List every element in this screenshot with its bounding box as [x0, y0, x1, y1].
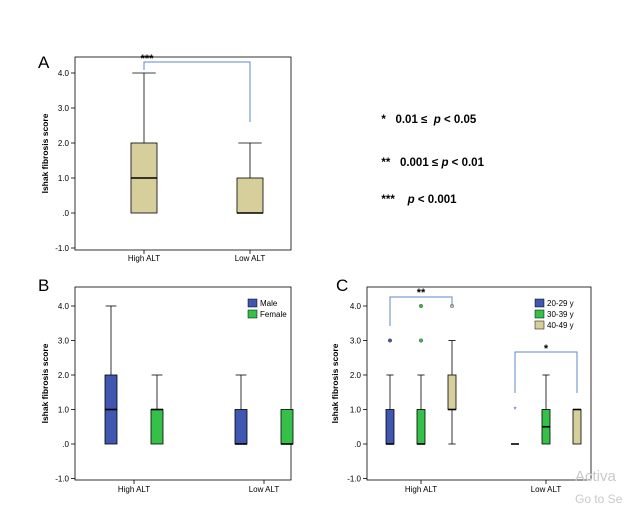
significance-bracket [143, 61, 251, 122]
note-text: 0.001 ≤ [399, 157, 439, 169]
y-tick-label: .0 [354, 440, 361, 449]
note-rest: < 0.001 [417, 194, 457, 206]
panel-letter: A [38, 53, 50, 72]
note-text: 0.01 ≤ [395, 114, 428, 126]
significance-note-1: * 0.01 ≤ p < 0.05 [375, 102, 476, 126]
y-axis-label: Ishak fibrosis score [330, 343, 340, 423]
box [236, 177, 264, 214]
y-tick-label: .0 [62, 209, 69, 218]
stars: *** [381, 194, 395, 206]
box [234, 409, 248, 445]
p-symbol: p [433, 114, 441, 126]
legend-label: 20-29 y [547, 299, 574, 308]
note-rest: < 0.05 [443, 114, 477, 126]
y-tick-label: 4.0 [58, 302, 70, 311]
x-tick-label: High ALT [118, 485, 150, 494]
x-tick-label: Low ALT [531, 485, 562, 494]
x-tick-label: Low ALT [235, 254, 266, 263]
watermark-line-1: Activa [575, 468, 616, 485]
y-tick-label: 1.0 [58, 406, 70, 415]
significance-note-3: *** p < 0.001 [375, 182, 457, 206]
y-axis-label: Ishak fibrosis score [40, 343, 50, 423]
y-tick-label: .0 [62, 440, 69, 449]
significance-bracket [389, 296, 453, 326]
extreme-point: * [513, 406, 516, 415]
box [572, 409, 582, 445]
y-tick-label: -1.0 [347, 475, 361, 484]
y-tick-label: 4.0 [58, 69, 70, 78]
significance-label: ** [417, 287, 426, 299]
legend-label: 40-49 y [547, 321, 574, 330]
legend-swatch [534, 320, 545, 330]
y-tick-label: 2.0 [58, 139, 70, 148]
x-tick-label: Low ALT [249, 485, 280, 494]
note-rest: < 0.01 [451, 157, 484, 169]
box [280, 409, 294, 445]
plot-frame [74, 286, 292, 481]
legend-swatch [534, 298, 545, 308]
y-tick-label: -1.0 [55, 244, 69, 253]
outlier-point [387, 338, 393, 343]
legend-label: Female [260, 310, 287, 319]
stars: * [381, 114, 386, 126]
box [447, 374, 457, 410]
significance-bracket [514, 351, 578, 393]
outlier-point [418, 303, 424, 309]
y-tick-label: 3.0 [350, 337, 362, 346]
box [150, 409, 164, 445]
legend-swatch [247, 309, 258, 319]
p-symbol: p [441, 157, 449, 169]
legend-label: 30-39 y [547, 310, 574, 319]
y-tick-label: 3.0 [58, 104, 70, 113]
stars: ** [381, 157, 391, 169]
panel-letter: B [38, 276, 49, 295]
y-tick-label: 2.0 [350, 371, 362, 380]
significance-note-2: ** 0.001 ≤ p < 0.01 [375, 145, 484, 169]
x-tick-label: High ALT [128, 254, 160, 263]
y-tick-label: 4.0 [350, 302, 362, 311]
x-tick-label: High ALT [405, 485, 437, 494]
legend-swatch [247, 298, 258, 308]
plot-frame [74, 56, 292, 251]
y-tick-label: 1.0 [350, 406, 362, 415]
y-tick-label: 2.0 [58, 371, 70, 380]
watermark-line-2: Go to Se [575, 492, 623, 506]
p-symbol: p [407, 194, 415, 206]
plot-frame [366, 286, 592, 481]
legend-swatch [534, 309, 545, 319]
panel-letter: C [336, 276, 348, 295]
y-tick-label: -1.0 [55, 475, 69, 484]
outlier-point [418, 338, 424, 343]
significance-label: * [544, 343, 549, 355]
box [416, 409, 426, 445]
y-axis-label: Ishak fibrosis score [40, 113, 50, 193]
significance-label: *** [141, 53, 155, 65]
y-tick-label: 3.0 [58, 337, 70, 346]
box [385, 409, 395, 445]
y-tick-label: 1.0 [58, 174, 70, 183]
legend-label: Male [260, 299, 278, 308]
